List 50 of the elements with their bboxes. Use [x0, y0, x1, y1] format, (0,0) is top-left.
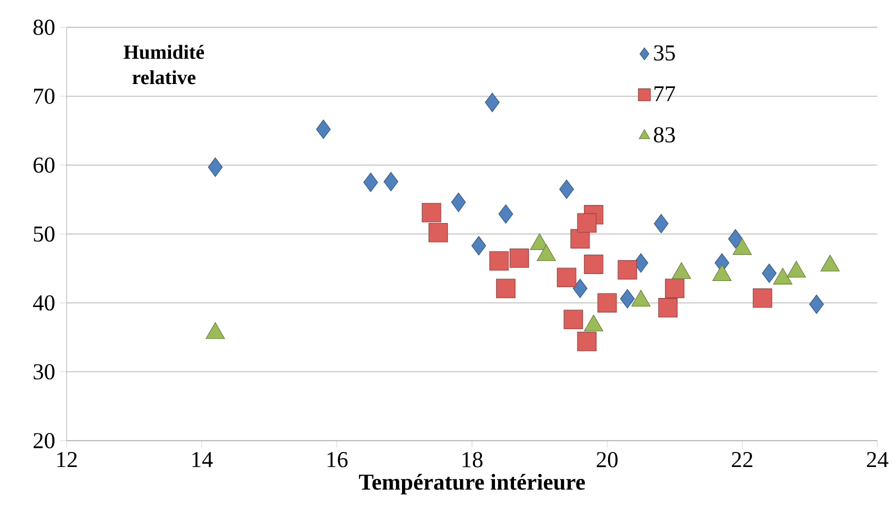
point: [597, 293, 617, 313]
point: [496, 278, 516, 298]
legend-label: 83: [654, 127, 675, 142]
y-tick-label: 20: [34, 433, 54, 448]
point: [618, 260, 638, 280]
point: [577, 213, 597, 233]
y-tick-label: 60: [34, 157, 54, 173]
y-tick-label: 40: [33, 295, 54, 311]
point: [384, 172, 398, 192]
point: [422, 202, 442, 222]
point: [584, 254, 604, 274]
point: [489, 251, 509, 271]
y-tick-label: 50: [34, 226, 54, 242]
point: [728, 229, 743, 248]
point: [484, 92, 500, 112]
x-tick-label: 22: [732, 452, 752, 468]
point: [620, 289, 635, 308]
point: [498, 204, 514, 224]
point: [316, 120, 331, 139]
point: [428, 222, 448, 242]
point: [451, 192, 466, 212]
y-tick-label: 30: [34, 364, 54, 380]
point: [556, 268, 576, 288]
point: [363, 172, 378, 192]
y-tick-label: 80: [33, 20, 54, 35]
point: [809, 294, 824, 314]
point: [510, 248, 529, 268]
y-axis-title: Humidité relative: [124, 44, 204, 84]
point: [471, 236, 486, 256]
x-tick-label: 18: [462, 452, 482, 468]
point: [654, 214, 668, 234]
point: [577, 332, 597, 352]
point: [665, 278, 684, 298]
point: [658, 298, 678, 318]
x-tick-label: 12: [57, 452, 77, 468]
x-tick-label: 16: [328, 452, 348, 468]
point: [762, 264, 777, 283]
y-tick-label: 70: [34, 88, 54, 104]
legend-label: 35: [654, 45, 675, 61]
point: [559, 180, 574, 199]
point: [752, 288, 772, 308]
x-tick-label: 14: [192, 452, 213, 468]
point: [572, 278, 588, 298]
point: [634, 253, 648, 273]
x-tick-label: 24: [867, 452, 888, 468]
point: [564, 310, 584, 330]
x-axis-title: Température intérieure: [358, 474, 585, 494]
point: [208, 158, 223, 177]
legend-label: 77: [654, 86, 676, 102]
x-tick-label: 20: [596, 452, 618, 468]
